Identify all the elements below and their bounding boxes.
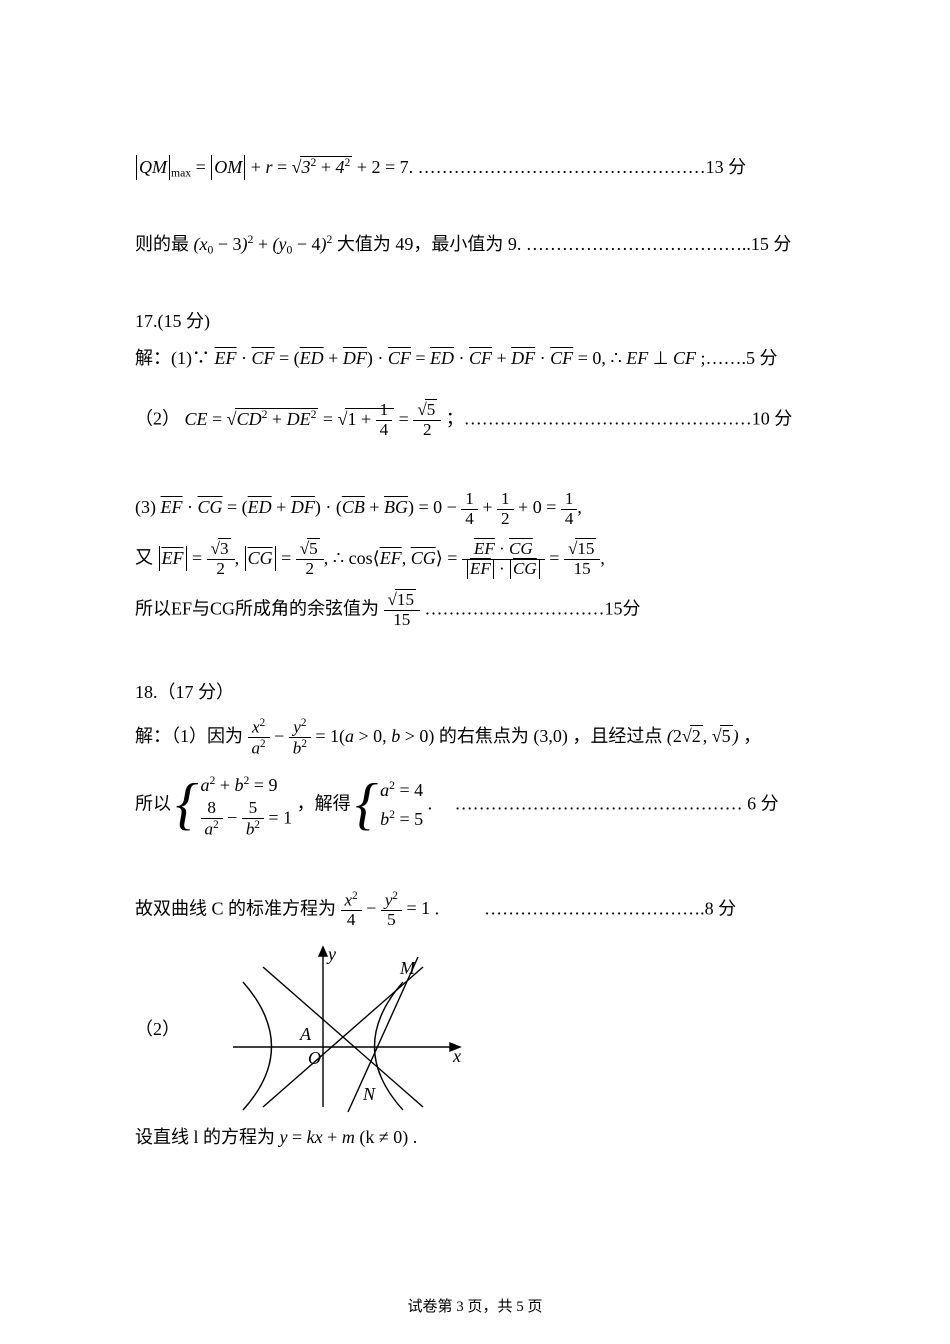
score-13: 13 分 bbox=[706, 157, 747, 177]
p18-part1a: 解：（1）因为 x2a2 − y2b2 = 1(a > 0, b > 0) 的右… bbox=[135, 717, 835, 759]
maxmin-mid: 大值为 49，最小值为 9. bbox=[337, 234, 522, 254]
p18-part2-label: （2） bbox=[135, 1017, 180, 1042]
point-n-label: N bbox=[362, 1084, 376, 1104]
p18-line-l: 设直线 l 的方程为 y = kx + m (k ≠ 0) . bbox=[135, 1125, 835, 1150]
dots: ………………………………………… bbox=[418, 157, 706, 177]
p17-part3b: 又 EF = 32, CG = 52, ∴ cos⟨EF, CG⟩ = EF ·… bbox=[135, 540, 835, 579]
var-qm: QM bbox=[139, 157, 167, 177]
p18-part2-row: （2） bbox=[135, 942, 835, 1117]
p17-part3c: 所以EF与CG所成角的余弦值为 1515 …………………………15分 bbox=[135, 591, 835, 630]
hyperbola-diagram: y x A O M N bbox=[228, 942, 468, 1117]
score-15b: 15分 bbox=[605, 598, 641, 618]
var-om: OM bbox=[214, 157, 242, 177]
axis-y-label: y bbox=[326, 944, 336, 964]
p18-part1b: 所以 { a2 + b2 = 9 8a2 − 5b2 = 1 ，解得 { a2 … bbox=[135, 771, 835, 840]
maxmin-prefix: 则的最 bbox=[135, 234, 189, 254]
line-qm: QMmax = OM + r = 32 + 42 + 2 = 7. ………………… bbox=[135, 155, 835, 182]
p18-header: 18.（17 分） bbox=[135, 680, 835, 705]
point-a-label: A bbox=[299, 1024, 312, 1044]
point-m-label: M bbox=[399, 958, 416, 978]
p17-part1: 解：(1)∵ EF · CF = (ED + DF) · CF = ED · C… bbox=[135, 346, 835, 371]
axis-x-label: x bbox=[452, 1046, 461, 1066]
page-footer: 试卷第 3 页，共 5 页 bbox=[0, 1295, 950, 1316]
p18-std: 故双曲线 C 的标准方程为 x24 − y25 = 1 . …………………………… bbox=[135, 890, 835, 930]
sub-max: max bbox=[171, 167, 191, 180]
p17-header: 17.(15 分) bbox=[135, 309, 835, 334]
res-7: 7. bbox=[400, 157, 414, 177]
score-6: 6 分 bbox=[743, 793, 779, 813]
score-5: ;…….5 分 bbox=[701, 348, 778, 368]
var-r: r bbox=[265, 157, 272, 177]
sqrt-a: 3 bbox=[302, 157, 311, 177]
line-maxmin: 则的最 (x0 − 3)2 + (y0 − 4)2 大值为 49，最小值为 9.… bbox=[135, 232, 835, 259]
plus-2: 2 bbox=[372, 157, 381, 177]
score-15: 15 分 bbox=[751, 234, 792, 254]
score-10: 10 分 bbox=[752, 409, 793, 429]
origin-label: O bbox=[308, 1048, 321, 1068]
p17-part2: （2） CE = CD2 + DE2 = 1 + 14 = 52 ；………………… bbox=[135, 401, 835, 440]
sqrt-b: 4 bbox=[336, 157, 345, 177]
score-8: 8 分 bbox=[705, 898, 737, 918]
p17-part3a: (3) EF · CG = (ED + DF) · (CB + BG) = 0 … bbox=[135, 490, 835, 529]
